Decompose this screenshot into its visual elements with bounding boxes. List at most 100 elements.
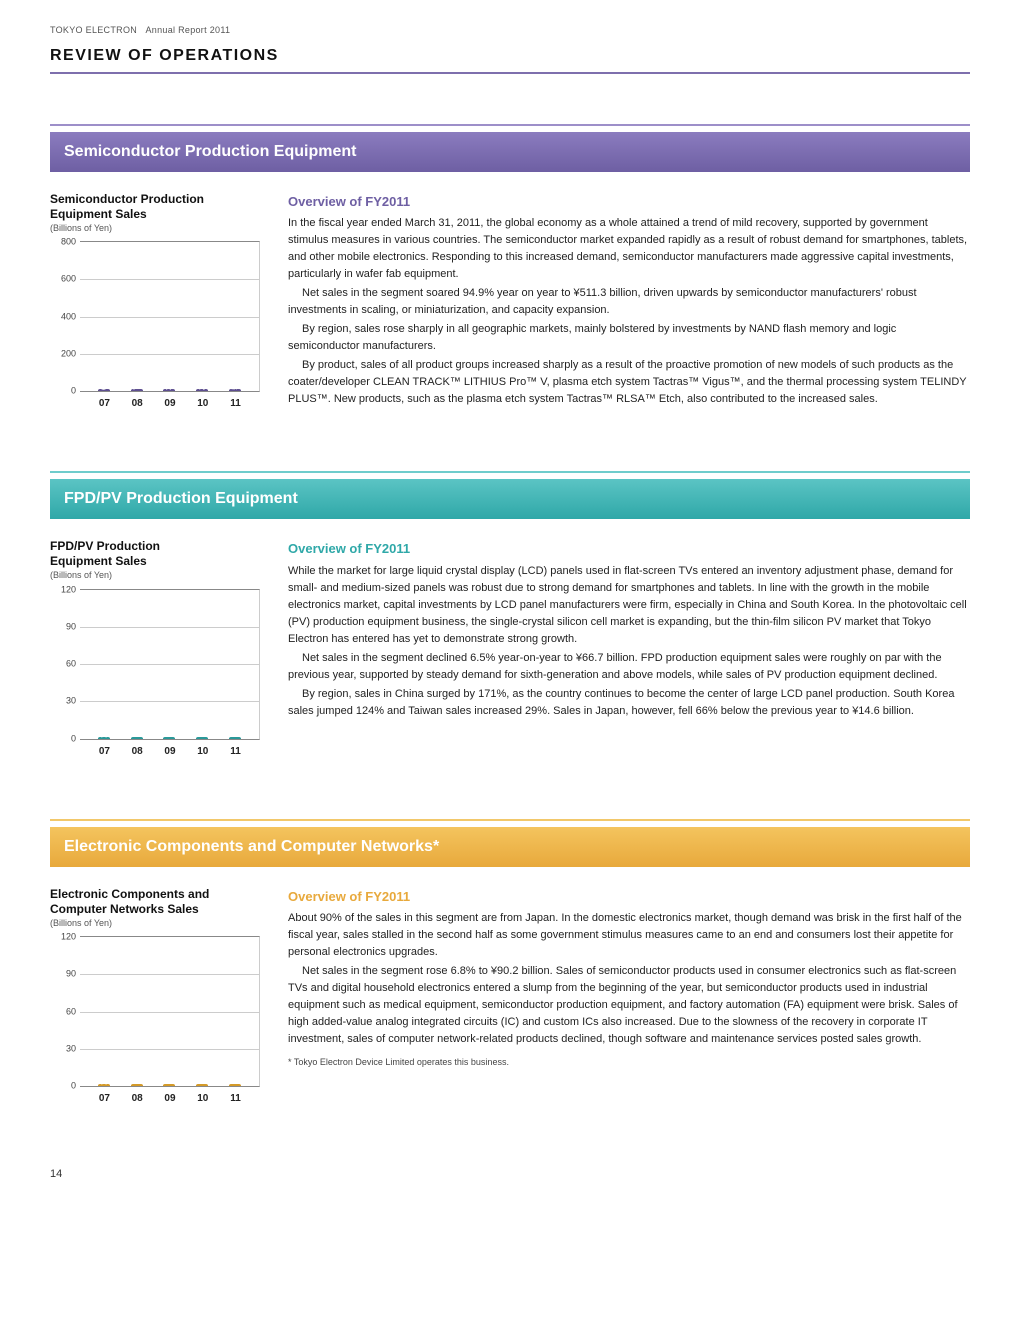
bar: 262.4 <box>196 389 208 391</box>
ytick-label: 400 <box>50 310 76 324</box>
body-paragraph: While the market for large liquid crysta… <box>288 563 970 648</box>
bar-value-label: 511.3 <box>228 369 241 390</box>
bar-value-label: 111.2 <box>131 1064 144 1084</box>
chart-unit: (Billions of Yen) <box>50 222 260 236</box>
footnote: * Tokyo Electron Device Limited operates… <box>288 1056 970 1070</box>
section-banner: FPD/PV Production Equipment <box>50 479 970 519</box>
xlabels: 0708091011 <box>80 396 260 411</box>
ytick-label: 60 <box>50 1005 76 1019</box>
chart-box: 0200400600800642.6726.4326.0262.4511.307… <box>50 241 260 411</box>
ytick-label: 60 <box>50 657 76 671</box>
section-divider <box>50 124 970 126</box>
text-column: Overview of FY2011 While the market for l… <box>288 539 970 759</box>
bar-wrap: 107.5 <box>88 1084 121 1086</box>
bar-wrap: 68.7 <box>121 737 154 739</box>
bar-wrap: 94.2 <box>153 1084 186 1086</box>
bar: 511.3 <box>229 389 241 391</box>
ytick-label: 0 <box>50 732 76 746</box>
body-paragraph: In the fiscal year ended March 31, 2011,… <box>288 215 970 283</box>
plot-area: 0306090120100.868.786.171.466.7 <box>80 589 260 740</box>
overview-heading: Overview of FY2011 <box>288 539 970 559</box>
bar-wrap: 326.0 <box>153 389 186 391</box>
chart-unit: (Billions of Yen) <box>50 917 260 931</box>
xlabel: 10 <box>186 396 219 411</box>
bar-value-label: 726.4 <box>131 369 144 390</box>
xlabel: 09 <box>154 744 187 759</box>
bar: 90.2 <box>229 1084 241 1086</box>
overview-heading: Overview of FY2011 <box>288 192 970 212</box>
chart-title: Electronic Components andComputer Networ… <box>50 887 260 917</box>
chart-column: Electronic Components andComputer Networ… <box>50 887 260 1107</box>
chart-title: FPD/PV ProductionEquipment Sales <box>50 539 260 569</box>
body-paragraph: By region, sales rose sharply in all geo… <box>288 321 970 355</box>
page-number: 14 <box>50 1166 970 1183</box>
chart-column: FPD/PV ProductionEquipment Sales(Billion… <box>50 539 260 759</box>
section-fpd: FPD/PV Production Equipment FPD/PV Produc… <box>50 471 970 759</box>
bar-value-label: 84.5 <box>196 1066 209 1083</box>
xlabel: 08 <box>121 744 154 759</box>
xlabel: 10 <box>186 744 219 759</box>
bar-value-label: 71.4 <box>196 719 209 736</box>
bar-wrap: 71.4 <box>186 737 219 739</box>
bar: 326.0 <box>163 389 175 391</box>
bar: 71.4 <box>196 737 208 739</box>
xlabel: 08 <box>121 396 154 411</box>
section-body: Electronic Components andComputer Networ… <box>50 887 970 1107</box>
body-paragraph: By region, sales in China surged by 171%… <box>288 686 970 720</box>
section-semiconductor: Semiconductor Production Equipment Semico… <box>50 124 970 412</box>
bar: 66.7 <box>229 737 241 739</box>
ytick-label: 120 <box>50 930 76 944</box>
section-divider <box>50 819 970 821</box>
bar: 642.6 <box>98 389 110 391</box>
bar-wrap: 642.6 <box>88 389 121 391</box>
bars-container: 642.6 726.4 326.0 262.4 511.3 <box>80 242 259 391</box>
overview-heading: Overview of FY2011 <box>288 887 970 907</box>
bar: 84.5 <box>196 1084 208 1086</box>
bar-value-label: 86.1 <box>163 719 176 736</box>
section-divider <box>50 471 970 473</box>
xlabel: 08 <box>121 1091 154 1106</box>
xlabel: 11 <box>219 744 252 759</box>
xlabel: 07 <box>88 744 121 759</box>
bar-wrap: 66.7 <box>218 737 251 739</box>
bar-wrap: 511.3 <box>218 389 251 391</box>
xlabels: 0708091011 <box>80 744 260 759</box>
ytick-label: 0 <box>50 1079 76 1093</box>
header-line: TOKYO ELECTRON Annual Report 2011 <box>50 24 970 38</box>
bar-value-label: 642.6 <box>98 369 111 390</box>
bar-value-label: 262.4 <box>196 369 209 390</box>
body-paragraph: Net sales in the segment rose 6.8% to ¥9… <box>288 963 970 1048</box>
body-paragraph: About 90% of the sales in this segment a… <box>288 910 970 961</box>
ytick-label: 30 <box>50 1042 76 1056</box>
chart-title: Semiconductor ProductionEquipment Sales <box>50 192 260 222</box>
bar-wrap: 100.8 <box>88 737 121 739</box>
xlabel: 09 <box>154 1091 187 1106</box>
bar-wrap: 86.1 <box>153 737 186 739</box>
bar: 86.1 <box>163 737 175 739</box>
chart-column: Semiconductor ProductionEquipment Sales(… <box>50 192 260 412</box>
bar: 726.4 <box>131 389 143 391</box>
bars-container: 100.868.7 86.1 71.4 66.7 <box>80 590 259 739</box>
ytick-label: 800 <box>50 235 76 249</box>
section-banner: Electronic Components and Computer Netwo… <box>50 827 970 867</box>
chart-unit: (Billions of Yen) <box>50 569 260 583</box>
bar-wrap: 84.5 <box>186 1084 219 1086</box>
ytick-label: 90 <box>50 968 76 982</box>
body-paragraph: By product, sales of all product groups … <box>288 357 970 408</box>
company-name: TOKYO ELECTRON <box>50 25 137 35</box>
section-eccn: Electronic Components and Computer Netwo… <box>50 819 970 1107</box>
xlabel: 07 <box>88 396 121 411</box>
chart-box: 0306090120100.868.786.171.466.7070809101… <box>50 589 260 759</box>
ytick-label: 120 <box>50 583 76 597</box>
bar-wrap: 111.2 <box>121 1084 154 1086</box>
chart-box: 0306090120107.5111.294.284.590.207080910… <box>50 936 260 1106</box>
bar-value-label: 107.5 <box>98 1064 111 1085</box>
bar-value-label: 66.7 <box>228 719 241 736</box>
xlabel: 07 <box>88 1091 121 1106</box>
section-banner: Semiconductor Production Equipment <box>50 132 970 172</box>
xlabel: 11 <box>219 1091 252 1106</box>
plot-area: 0200400600800642.6726.4326.0262.4511.3 <box>80 241 260 392</box>
text-column: Overview of FY2011 In the fiscal year end… <box>288 192 970 412</box>
xlabels: 0708091011 <box>80 1091 260 1106</box>
bar: 107.5 <box>98 1084 110 1086</box>
